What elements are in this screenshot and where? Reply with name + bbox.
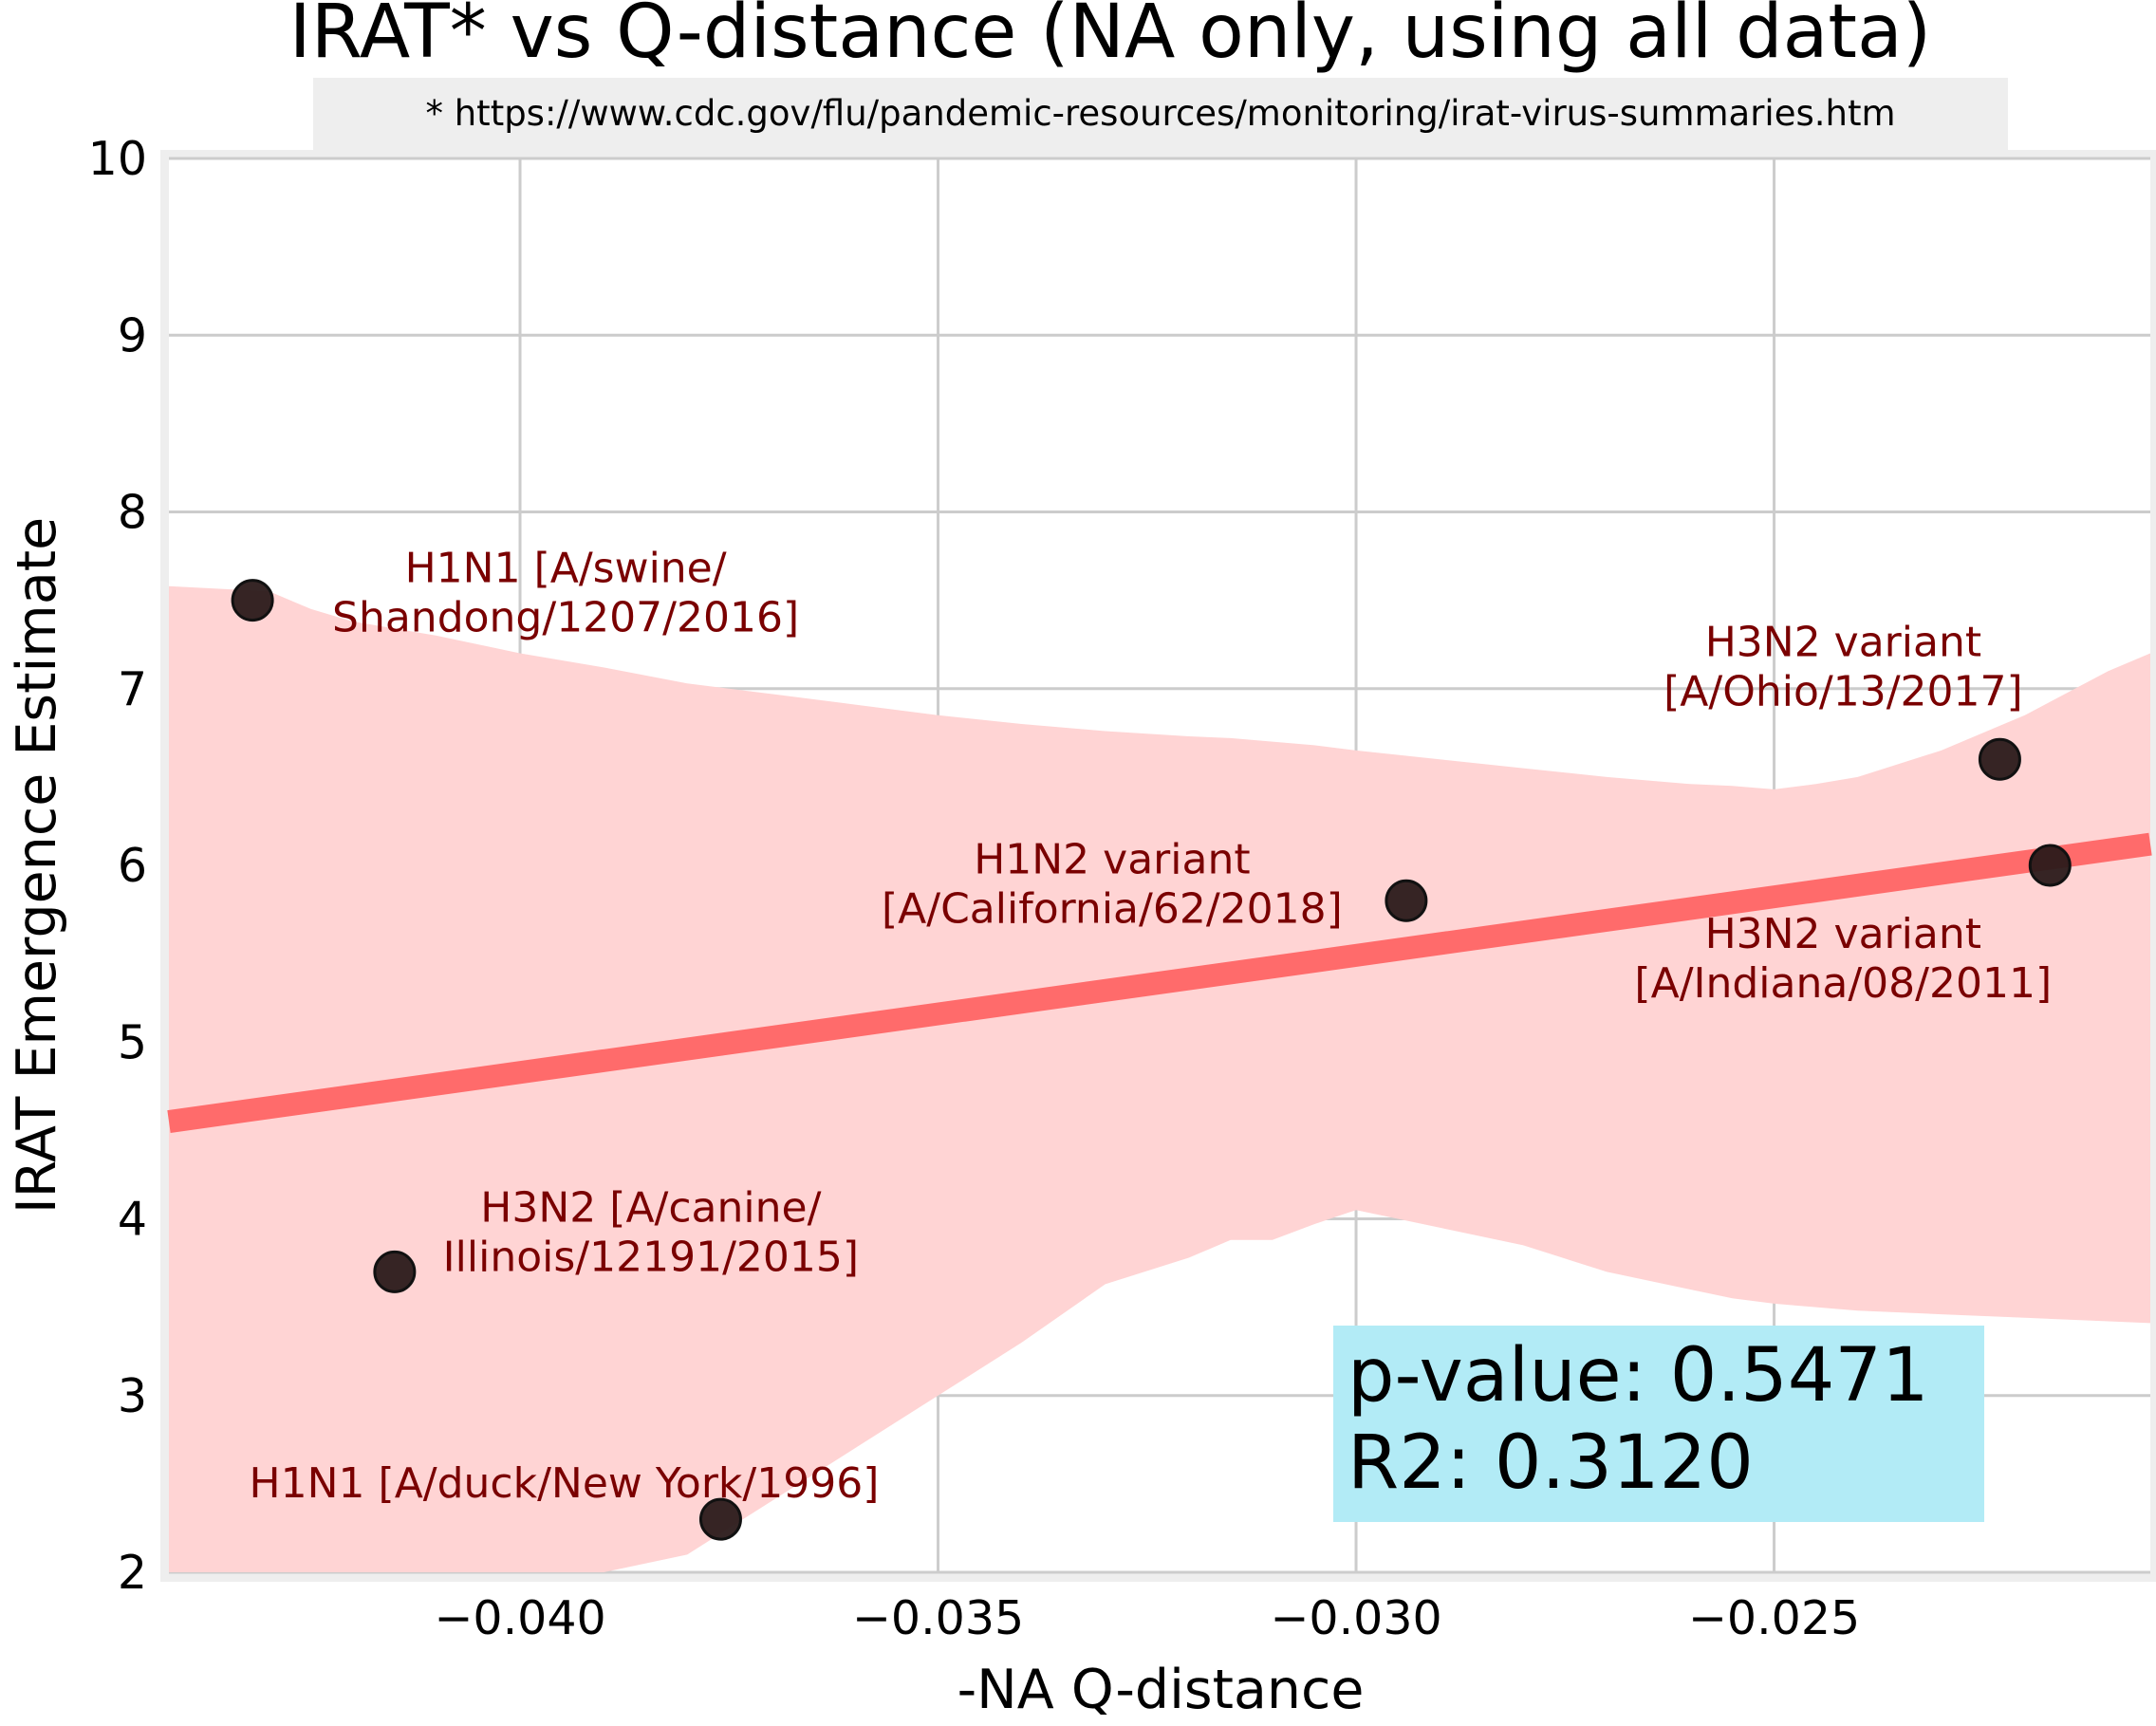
data-point-4 — [1978, 737, 2021, 781]
x-tick-label-1: −0.035 — [852, 1591, 1024, 1645]
point-label-0-line-0: H1N1 [A/swine/ — [405, 545, 727, 593]
chart-title: IRAT* vs Q-distance (NA only, using all … — [289, 0, 1931, 75]
point-label-1-line-1: Illinois/12191/2015] — [443, 1233, 859, 1281]
y-tick-labels: 2 3 4 5 6 7 8 9 10 — [88, 132, 147, 1600]
y-tick-label-5: 7 — [118, 662, 147, 716]
data-point-3 — [1385, 879, 1428, 922]
y-tick-label-7: 9 — [118, 308, 147, 362]
y-tick-label-2: 4 — [118, 1193, 147, 1247]
data-points — [231, 579, 2072, 1541]
point-label-5-line-1: [A/Indiana/08/2011] — [1634, 959, 2052, 1008]
stats-box — [1333, 1326, 1984, 1522]
confidence-band — [169, 585, 2150, 1573]
data-point-2 — [698, 1497, 742, 1541]
regression-line — [167, 832, 2152, 1133]
data-point-0 — [231, 579, 274, 622]
x-tick-label-0: −0.040 — [434, 1591, 605, 1645]
point-annotations: H1N1 [A/swine/Shandong/1207/2016] H3N2 [A… — [250, 545, 2053, 1509]
y-axis-label: IRAT Emergence Estimate — [6, 517, 68, 1214]
point-label-1-line-0: H3N2 [A/canine/ — [480, 1183, 821, 1232]
x-tick-labels: −0.040 −0.035 −0.030 −0.025 — [434, 1591, 1860, 1645]
point-label-3-line-0: H1N2 variant — [974, 835, 1250, 883]
p-value-text: p-value: 0.5471 — [1348, 1333, 1929, 1419]
chart-subtitle: * https://www.cdc.gov/flu/pandemic-resou… — [425, 93, 1895, 134]
point-label-2-line-0: H1N1 [A/duck/New York/1996] — [250, 1459, 880, 1508]
subtitle-background — [313, 78, 2008, 152]
point-label-0-line-1: Shandong/1207/2016] — [332, 594, 799, 642]
r2-text: R2: 0.3120 — [1348, 1420, 1754, 1506]
data-point-5 — [2028, 844, 2072, 887]
y-tick-label-6: 8 — [118, 486, 147, 540]
data-point-1 — [373, 1250, 417, 1293]
x-axis-label: -NA Q-distance — [957, 1659, 1365, 1721]
point-label-3-line-1: [A/California/62/2018] — [882, 884, 1343, 933]
y-tick-label-3: 5 — [118, 1015, 147, 1069]
y-tick-label-0: 2 — [118, 1546, 147, 1600]
x-tick-label-2: −0.030 — [1270, 1591, 1441, 1645]
point-label-4-line-0: H3N2 variant — [1705, 618, 1981, 666]
y-tick-label-8: 10 — [88, 132, 147, 186]
y-tick-label-1: 3 — [118, 1369, 147, 1423]
x-tick-label-3: −0.025 — [1688, 1591, 1860, 1645]
y-tick-label-4: 6 — [118, 839, 147, 893]
point-label-4-line-1: [A/Ohio/13/2017] — [1663, 667, 2023, 715]
point-label-5-line-0: H3N2 variant — [1705, 910, 1981, 958]
